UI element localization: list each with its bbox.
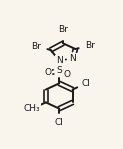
Text: Br: Br	[31, 42, 41, 51]
Text: Br: Br	[85, 41, 95, 50]
Text: N: N	[69, 54, 76, 63]
Text: S: S	[56, 66, 62, 75]
Text: O: O	[63, 70, 70, 79]
Text: CH₃: CH₃	[24, 104, 40, 113]
Text: N: N	[56, 56, 63, 65]
Text: Br: Br	[58, 25, 68, 34]
Text: O: O	[44, 68, 51, 77]
Text: Cl: Cl	[55, 118, 64, 127]
Text: Cl: Cl	[81, 79, 90, 88]
